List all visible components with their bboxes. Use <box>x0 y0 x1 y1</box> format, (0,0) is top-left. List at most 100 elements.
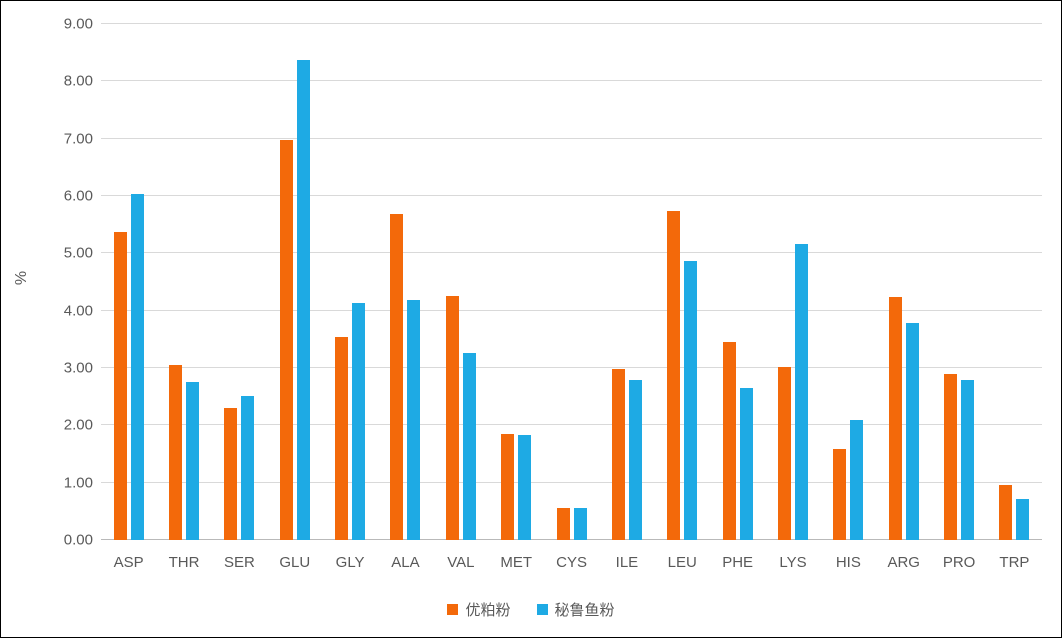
bar-秘鲁鱼粉-ile <box>628 380 642 540</box>
x-tick-label-lys: LYS <box>779 554 807 571</box>
y-tick-label: 3.00 <box>63 359 93 377</box>
bar-秘鲁鱼粉-met <box>518 434 532 540</box>
x-tick-label-glu: GLU <box>279 554 311 571</box>
x-tick-label-trp: TRP <box>999 554 1030 571</box>
bar-秘鲁鱼粉-asp <box>130 193 144 540</box>
legend-item-秘鲁鱼粉: 秘鲁鱼粉 <box>536 599 615 620</box>
x-tick-label-pro: PRO <box>942 554 976 571</box>
legend-label: 秘鲁鱼粉 <box>554 602 615 619</box>
x-tick-label-his: HIS <box>835 554 861 571</box>
bar-秘鲁鱼粉-cys <box>573 507 587 540</box>
y-tick-label: 4.00 <box>63 302 93 320</box>
gridline <box>101 80 1042 82</box>
legend-swatch-icon <box>447 604 459 615</box>
x-tick-label-met: MET <box>500 554 533 571</box>
bar-group-gly <box>322 24 377 540</box>
bar-秘鲁鱼粉-ala <box>407 299 421 540</box>
bar-group-glu <box>267 24 322 540</box>
gridline <box>101 195 1042 196</box>
x-tick-label-cys: CYS <box>556 554 587 571</box>
bar-group-asp <box>101 24 156 540</box>
y-tick-label: 1.00 <box>63 474 93 492</box>
bar-group-val <box>433 24 488 540</box>
y-tick-label: 7.00 <box>63 130 93 148</box>
bar-group-arg <box>876 24 931 540</box>
bar-优粕粉-arg <box>888 296 902 540</box>
y-tick-label: 2.00 <box>63 416 93 434</box>
bar-秘鲁鱼粉-leu <box>684 261 698 540</box>
x-tick-label-ala: ALA <box>391 554 420 571</box>
bar-group-ser <box>212 24 267 540</box>
x-tick-label-leu: LEU <box>667 554 697 571</box>
legend: 优粕粉 秘鲁鱼粉 <box>1 599 1061 620</box>
gridline <box>101 137 1042 139</box>
x-tick-label-ser: SER <box>223 554 255 571</box>
bar-秘鲁鱼粉-glu <box>296 60 310 540</box>
bar-group-thr <box>156 24 211 540</box>
bar-优粕粉-gly <box>335 337 349 540</box>
bar-group-phe <box>710 24 765 540</box>
x-tick-label-arg: ARG <box>887 554 920 571</box>
bar-优粕粉-glu <box>279 140 293 540</box>
bar-group-pro <box>931 24 986 540</box>
bar-优粕粉-pro <box>944 373 958 540</box>
bar-group-ile <box>599 24 654 540</box>
bar-秘鲁鱼粉-pro <box>961 380 975 540</box>
bar-秘鲁鱼粉-thr <box>186 381 200 540</box>
bar-优粕粉-his <box>833 449 847 540</box>
bar-优粕粉-ile <box>611 369 625 540</box>
gridline <box>101 367 1042 368</box>
gridline <box>101 481 1042 483</box>
x-tick-label-gly: GLY <box>335 554 365 571</box>
bar-秘鲁鱼粉-phe <box>739 387 753 540</box>
x-tick-label-ile: ILE <box>615 554 639 571</box>
y-tick-label: 5.00 <box>63 244 93 262</box>
y-tick-label: 9.00 <box>63 15 93 33</box>
bar-优粕粉-ser <box>224 407 238 540</box>
x-tick-label-phe: PHE <box>722 554 754 571</box>
bar-group-lys <box>765 24 820 540</box>
bar-优粕粉-val <box>445 296 459 540</box>
bar-group-his <box>821 24 876 540</box>
x-tick-label-val: VAL <box>447 554 475 571</box>
bar-优粕粉-thr <box>169 364 183 540</box>
bar-group-leu <box>655 24 710 540</box>
bar-group-cys <box>544 24 599 540</box>
bar-秘鲁鱼粉-gly <box>352 303 366 540</box>
legend-swatch-icon <box>536 604 548 615</box>
plot-area <box>101 23 1042 540</box>
x-axis-line <box>101 539 1042 540</box>
bar-优粕粉-trp <box>999 484 1013 540</box>
bar-优粕粉-leu <box>667 210 681 540</box>
bar-秘鲁鱼粉-val <box>462 353 476 540</box>
bar-秘鲁鱼粉-lys <box>794 243 808 540</box>
gridline <box>101 309 1042 311</box>
legend-label: 优粕粉 <box>465 602 511 619</box>
y-tick-label: 6.00 <box>63 187 93 205</box>
legend-item-优粕粉: 优粕粉 <box>447 599 511 620</box>
gridline <box>101 252 1042 254</box>
bar-优粕粉-asp <box>113 232 127 540</box>
x-tick-label-thr: THR <box>168 554 200 571</box>
y-tick-label: 8.00 <box>63 72 93 90</box>
bar-秘鲁鱼粉-trp <box>1016 499 1030 540</box>
bar-优粕粉-phe <box>722 341 736 540</box>
x-axis-tick-labels: ASP THR SER GLU GLY ALA VAL MET CYS ILE LEU PHE LYS H… <box>101 554 1042 571</box>
bar-秘鲁鱼粉-his <box>850 419 864 540</box>
bar-group-ala <box>378 24 433 540</box>
bar-秘鲁鱼粉-ser <box>241 396 255 540</box>
bar-优粕粉-met <box>501 433 515 540</box>
bar-优粕粉-cys <box>556 507 570 540</box>
y-tick-label: 0.00 <box>63 531 93 549</box>
y-axis-tick-labels: 0.00 1.00 2.00 3.00 4.00 5.00 6.00 7.00 8.00 9.00 <box>1 17 93 548</box>
bar-group-met <box>489 24 544 540</box>
bar-优粕粉-ala <box>390 214 404 540</box>
bar-秘鲁鱼粉-arg <box>905 323 919 540</box>
x-tick-label-asp: ASP <box>113 554 144 571</box>
bar-优粕粉-lys <box>777 367 791 540</box>
bars-layer <box>101 24 1042 540</box>
bar-group-trp <box>987 24 1042 540</box>
gridline <box>101 23 1042 24</box>
gridline <box>101 424 1042 426</box>
